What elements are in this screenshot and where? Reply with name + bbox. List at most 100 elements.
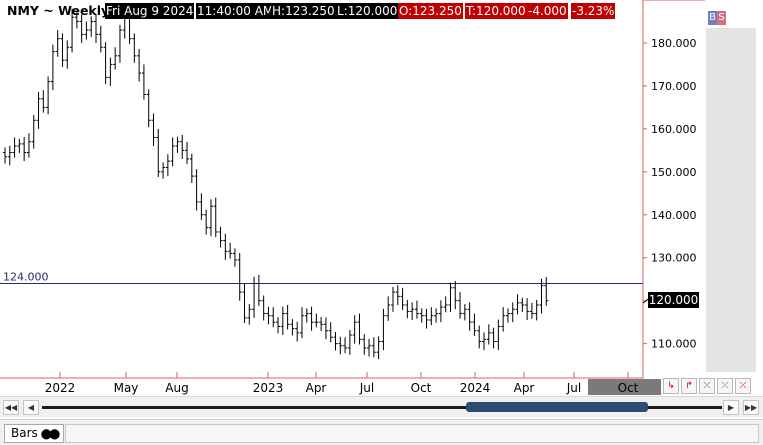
scroll-last-button[interactable]: ▶▶ [743, 400, 759, 415]
x-tick-label: 2024 [460, 381, 491, 395]
ohlc-bar [280, 306, 285, 336]
reference-line-label: 124.000 [3, 271, 49, 284]
ohlc-bar [151, 113, 156, 147]
snap-left-icon[interactable]: ↳ [663, 378, 679, 394]
ohlc-bar [237, 253, 242, 301]
ohlc-bar [185, 141, 190, 165]
ohlc-bar [319, 317, 324, 332]
ohlc-bar [304, 308, 309, 323]
y-tick-label: 170.000 [651, 80, 697, 93]
scroll-first-button[interactable]: ◀◀ [3, 400, 19, 415]
sell-toggle[interactable]: S [717, 11, 726, 25]
ohlc-bar [146, 89, 151, 128]
ohlc-bar [414, 300, 419, 319]
ohlc-bar [46, 76, 51, 115]
ohlc-bar [343, 337, 348, 354]
ohlc-bar [462, 304, 467, 321]
bar-time: 11:40:00 AM [196, 3, 275, 19]
ohlc-bar [194, 169, 199, 211]
ohlc-bar [352, 315, 357, 344]
zoom-in-icon[interactable]: ⤫ [699, 378, 715, 394]
ohlc-bar [501, 307, 506, 332]
bar-date: Fri Aug 9 2024 [105, 3, 195, 19]
ohlc-bar [247, 304, 252, 325]
horizontal-scrollbar[interactable]: ◀◀ ◀ ▶ ▶▶ [0, 396, 763, 417]
ohlc-bar [510, 302, 515, 323]
x-tick-label: May [114, 381, 139, 395]
ohlc-bar [204, 209, 209, 235]
buy-toggle[interactable]: B [708, 11, 717, 25]
scroll-thumb[interactable] [466, 402, 648, 412]
ohlc-bar [189, 153, 194, 183]
ohlc-bar [60, 33, 65, 68]
ohlc-bar [424, 308, 429, 329]
ohlc-bar [472, 313, 477, 336]
y-tick-label: 180.000 [651, 37, 697, 50]
ohlc-bar [103, 42, 108, 85]
ohlc-bar [328, 322, 333, 343]
snap-right-icon[interactable]: ↱ [681, 378, 697, 394]
ohlc-bar [482, 332, 486, 351]
ohlc-bar [242, 283, 247, 324]
ohlc-bar [74, 12, 79, 29]
ohlc-bar [17, 138, 22, 153]
ohlc-bar [252, 276, 257, 318]
ohlc-bar [295, 321, 300, 342]
price-chart[interactable]: 2022 May Aug 2023 Apr Jul Oct 2024 Apr Jul Oct 110… [0, 0, 763, 396]
ohlc-bar [314, 313, 319, 328]
scroll-right-button[interactable]: ▶ [723, 400, 739, 415]
ohlc-bar [405, 299, 410, 319]
ohlc-bar [223, 233, 228, 260]
ohlc-bar [333, 332, 338, 351]
ohlc-bar [290, 319, 295, 336]
ohlc-bar [486, 324, 491, 345]
bar-open: O:123.250 [398, 3, 463, 19]
x-tick-label: Jul [566, 381, 581, 395]
status-area [65, 424, 759, 443]
bar-change-pct: -3.23% [571, 3, 616, 19]
x-tick-label: 2022 [45, 381, 76, 395]
ohlc-bar [453, 280, 458, 310]
ohlc-bar [429, 307, 434, 326]
ohlc-bar [170, 137, 175, 167]
ohlc-bar [458, 292, 463, 319]
scroll-track[interactable] [42, 406, 722, 409]
ohlc-bar [539, 278, 544, 314]
ohlc-bar [515, 294, 520, 315]
ohlc-bar [208, 199, 213, 237]
bars-tab-label: Bars [11, 426, 38, 440]
ohlc-bar [285, 304, 290, 330]
ohlc-bar [232, 248, 237, 267]
ohlc-bar [65, 40, 70, 69]
zoom-out-icon[interactable]: ⤫ [735, 378, 751, 394]
ohlc-bar [434, 308, 439, 323]
y-tick-label: 130.000 [651, 252, 697, 265]
ohlc-bar [261, 295, 266, 321]
ohlc-bar [113, 47, 118, 70]
scroll-left-button[interactable]: ◀ [23, 400, 39, 415]
ohlc-bar [395, 285, 400, 305]
bar-close: T:120.000 [465, 3, 527, 19]
ohlc-bar [228, 242, 233, 259]
ohlc-bar [199, 193, 204, 220]
last-price-tag: 120.000 [648, 292, 699, 308]
ohlc-bar [400, 287, 405, 311]
ohlc-bar [520, 297, 525, 312]
ohlc-bar [218, 226, 223, 248]
ohlc-bar [544, 277, 549, 306]
ohlc-bar [41, 90, 46, 113]
ohlc-bar [108, 57, 113, 86]
zoom-fit-icon[interactable]: ⤫ [717, 378, 733, 394]
ohlc-bar [79, 14, 84, 43]
bar-low: L:120.000 [336, 3, 399, 19]
x-tick-label: Jul [359, 381, 374, 395]
two-circles-icon: ⬤⬤ [40, 429, 60, 440]
ohlc-bar [467, 302, 472, 331]
bar-high: H:123.250 [271, 3, 336, 19]
y-tick-label: 110.000 [651, 338, 697, 351]
ohlc-bar [299, 307, 304, 339]
ohlc-bar [381, 308, 386, 351]
ohlc-bar [117, 24, 122, 63]
ohlc-bar [529, 302, 534, 319]
bars-tab[interactable]: Bars ⬤⬤ [4, 424, 65, 443]
